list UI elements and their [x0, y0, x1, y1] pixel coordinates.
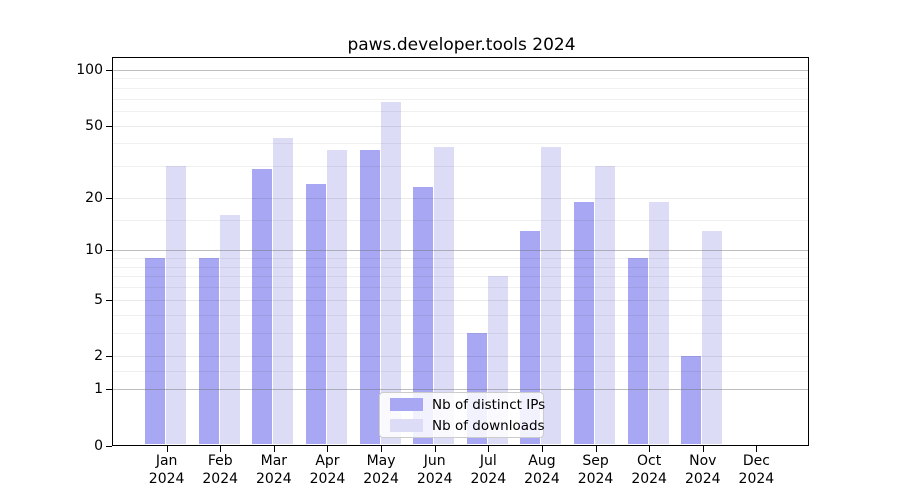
x-tick-label-dec: Dec 2024	[738, 453, 775, 487]
x-tick-label-jan: Jan 2024	[148, 453, 185, 487]
legend-label-downloads: Nb of downloads	[432, 417, 545, 434]
gridline-80	[113, 87, 808, 89]
gridline-90	[113, 78, 808, 80]
x-tick-label-may: May 2024	[363, 453, 399, 487]
legend-entry-downloads: Nb of downloads	[380, 416, 545, 435]
y-tick-100	[106, 70, 112, 71]
bar-ips-may	[359, 149, 380, 444]
y-tick-label-2: 2	[94, 348, 103, 365]
x-tick-label-sep: Sep 2024	[577, 453, 614, 487]
x-tick-jul	[488, 446, 490, 452]
x-tick-mar	[273, 446, 275, 452]
y-tick-1	[106, 389, 112, 391]
y-tick-5	[106, 299, 112, 301]
x-tick-dec	[756, 446, 758, 452]
bar-ips-mar	[252, 168, 273, 444]
x-tick-nov	[702, 446, 704, 452]
y-tick-label-100: 100	[76, 62, 103, 78]
x-tick-label-aug: Aug 2024	[524, 453, 560, 487]
x-tick-label-mar: Mar 2024	[256, 453, 292, 487]
bar-downloads-jun	[434, 147, 455, 444]
legend-label-distinct-ips: Nb of distinct IPs	[432, 396, 546, 413]
bar-ips-nov	[681, 356, 702, 444]
x-tick-aug	[541, 446, 543, 452]
gridline-15	[113, 219, 808, 221]
x-tick-label-jul: Jul 2024	[470, 453, 507, 487]
bar-downloads-feb	[219, 214, 240, 444]
bar-ips-apr	[305, 183, 326, 444]
x-tick-sep	[595, 446, 597, 452]
gridline-100	[113, 70, 808, 71]
gridline-30	[113, 166, 808, 168]
y-tick-2	[106, 356, 112, 358]
chart-title: paws.developer.tools 2024	[347, 35, 576, 55]
bar-downloads-sep	[595, 166, 616, 444]
x-tick-label-feb: Feb 2024	[202, 453, 239, 487]
x-tick-jun	[434, 446, 436, 452]
x-tick-may	[381, 446, 383, 452]
bar-ips-feb	[198, 258, 219, 444]
bar-downloads-oct	[648, 201, 669, 444]
bar-downloads-nov	[702, 230, 723, 444]
legend-entry-distinct-ips: Nb of distinct IPs	[380, 395, 546, 414]
x-tick-label-oct: Oct 2024	[631, 453, 667, 487]
legend-swatch-downloads	[390, 419, 423, 432]
x-tick-feb	[220, 446, 222, 452]
bar-ips-oct	[627, 258, 648, 444]
legend-swatch-distinct-ips	[390, 398, 423, 411]
legend: Nb of distinct IPs Nb of downloads	[379, 392, 546, 438]
y-tick-label-5: 5	[94, 291, 103, 308]
y-tick-label-1: 1	[94, 381, 103, 398]
x-tick-label-jun: Jun 2024	[416, 453, 453, 487]
x-tick-oct	[649, 446, 651, 452]
gridline-50	[113, 125, 808, 127]
y-tick-label-50: 50	[85, 117, 103, 134]
bar-downloads-may	[380, 102, 401, 444]
bar-ips-aug	[520, 230, 541, 444]
y-tick-label-10: 10	[85, 242, 103, 259]
bar-downloads-jan	[166, 166, 187, 444]
y-tick-label-20: 20	[85, 189, 103, 206]
y-tick-0	[106, 445, 112, 447]
bar-downloads-aug	[541, 147, 562, 444]
y-tick-label-0: 0	[94, 437, 103, 454]
bar-ips-jan	[145, 258, 166, 444]
x-tick-label-apr: Apr 2024	[309, 453, 346, 487]
bar-ips-jun	[413, 186, 434, 444]
bar-ips-sep	[574, 201, 595, 444]
x-tick-jan	[166, 446, 168, 452]
gridline-70	[113, 98, 808, 100]
bar-downloads-mar	[273, 137, 294, 444]
gridline-60	[113, 111, 808, 113]
gridline-40	[113, 143, 808, 145]
y-tick-20	[106, 197, 112, 199]
plot-area	[112, 57, 809, 446]
x-tick-label-nov: Nov 2024	[684, 453, 721, 487]
x-tick-apr	[327, 446, 329, 452]
bar-downloads-apr	[326, 149, 347, 444]
y-tick-10	[106, 250, 112, 252]
gridline-20	[113, 197, 808, 199]
y-tick-50	[106, 125, 112, 127]
